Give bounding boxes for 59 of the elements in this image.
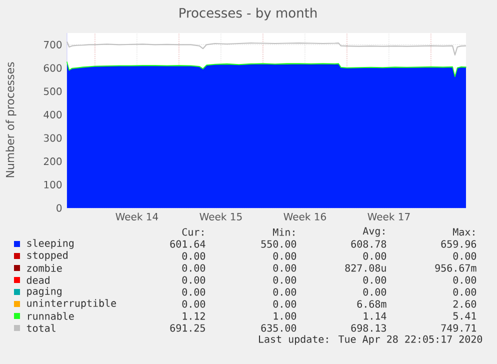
text: 749.71 [441,324,476,332]
legend-label: dead [26,276,50,284]
x-tick-label: Week 16 [284,212,326,220]
text: 0.00 [363,252,386,260]
text: 1.00 [274,312,296,320]
text: Last update: Tue Apr 28 22:05:17 2020 [259,335,482,345]
text: 5.41 [453,312,476,320]
text: 698.13 [351,324,386,332]
text: 2.60 [453,300,476,308]
text: 0.00 [453,276,476,284]
chart-title: Processes - by month [180,8,317,20]
y-axis-title: Number of processes [6,62,16,178]
text: Cur: [182,228,204,236]
x-tick-label: Week 14 [116,212,158,220]
legend-label: paging [27,287,62,297]
x-tick-label: Week 15 [200,212,242,220]
text: 550.00 [261,240,296,248]
text: 0.00 [182,264,206,272]
text: 0.00 [363,276,386,284]
text: 0.00 [453,288,476,296]
legend-label: uninterruptible [27,299,116,309]
text: 0.00 [182,300,206,308]
text: Min: [273,228,294,236]
text: 0.00 [273,288,296,296]
text: 0.00 [273,252,296,260]
text: 635.00 [261,324,296,332]
text: 0.00 [273,276,296,284]
text: 827.08u [345,264,386,272]
x-tick-label: Week 17 [368,212,410,220]
y-tick-label: 100 [44,180,62,188]
text: Avg: [362,227,384,237]
y-tick-label: 400 [44,110,62,118]
text: 691.25 [170,324,205,332]
legend-label: stopped [27,251,68,261]
legend-label: sleeping [27,239,74,249]
y-tick-label: 200 [44,158,62,166]
y-tick-label: 700 [44,40,62,48]
y-tick-label: 300 [44,134,62,142]
y-tick-label: 500 [44,88,62,96]
text: 6.68m [357,300,386,308]
text: 0.00 [273,300,296,308]
text: 0.00 [182,288,206,296]
text: Max: [453,228,474,236]
text: 0.00 [182,276,206,284]
text: 0.00 [453,252,476,260]
text: 0.00 [273,264,296,272]
text: 601.64 [170,240,206,248]
text: 608.78 [351,240,386,248]
text: 0.00 [182,252,206,260]
legend-label: runnable [28,312,74,320]
text: 1.14 [364,312,386,320]
legend-label: zombie [27,264,62,272]
y-tick-label: 0 [56,204,62,212]
legend-label: total [26,324,56,332]
text: 956.67m [435,264,476,272]
y-tick-label: 600 [44,64,62,72]
text: 659.96 [441,240,476,248]
text: 0.00 [363,288,386,296]
text: 1.12 [182,312,205,320]
